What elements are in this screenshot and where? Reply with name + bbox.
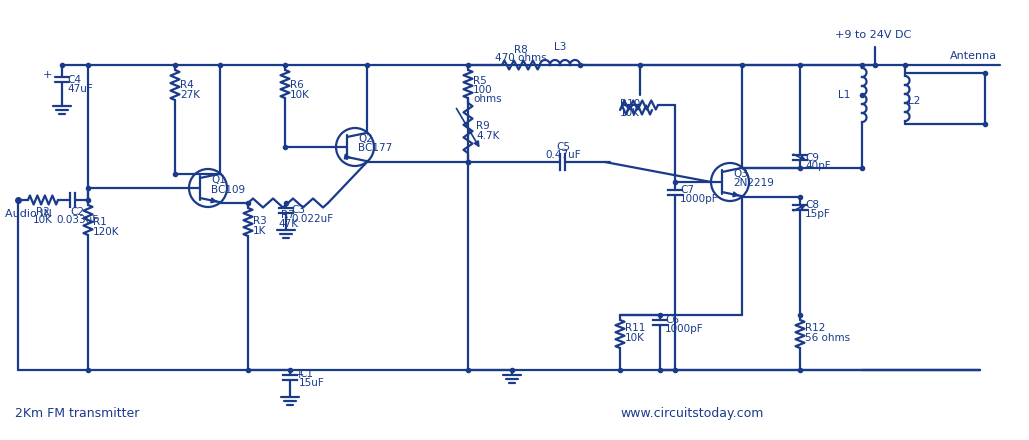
Text: BC177: BC177 [358,143,392,153]
Text: C6: C6 [665,315,679,325]
Text: R10: R10 [619,99,640,109]
Text: C7: C7 [680,185,694,195]
Text: 0.47uF: 0.47uF [545,150,580,160]
Text: Antenna: Antenna [950,51,996,61]
Text: BC109: BC109 [211,185,245,195]
Text: 0.022uF: 0.022uF [291,214,333,224]
Text: 1K: 1K [253,226,267,236]
Text: 47K: 47K [278,219,298,229]
Text: R9: R9 [476,121,490,131]
Text: 10K: 10K [33,215,52,225]
Text: 0.033uF: 0.033uF [56,215,98,225]
Text: R1: R1 [93,217,107,227]
Text: +: + [42,70,52,80]
Text: Audio IN: Audio IN [5,209,51,219]
Text: 27K: 27K [180,90,200,100]
Text: 40pF: 40pF [805,161,830,171]
Text: 2N2219: 2N2219 [733,178,774,188]
Text: Q3: Q3 [733,169,748,179]
Text: L2: L2 [908,96,920,106]
Text: 120K: 120K [93,227,119,237]
Text: C8: C8 [805,200,819,210]
Text: R4: R4 [180,80,193,90]
Text: C2: C2 [70,207,84,217]
Text: 47uF: 47uF [67,84,93,94]
Text: 470 ohms: 470 ohms [495,53,546,63]
Text: 15uF: 15uF [299,378,325,388]
Text: R6: R6 [290,80,304,90]
Text: R12: R12 [805,323,825,333]
Text: R5: R5 [473,76,487,86]
Text: C3: C3 [291,205,305,215]
Text: 10K: 10K [620,108,640,118]
Text: 2Km FM transmitter: 2Km FM transmitter [15,407,139,420]
Text: 56 ohms: 56 ohms [805,333,850,343]
Text: C5: C5 [556,142,570,152]
Text: 10K: 10K [625,333,645,343]
Text: R8: R8 [514,45,528,55]
Text: 100: 100 [473,85,493,95]
Text: R7: R7 [281,210,295,220]
Text: L1: L1 [838,90,850,100]
Text: 1000pF: 1000pF [680,194,718,204]
Text: Q2: Q2 [358,134,372,144]
Text: +9 to 24V DC: +9 to 24V DC [835,30,911,40]
Text: R2: R2 [36,207,49,217]
Text: Q1: Q1 [211,175,226,185]
Text: 15pF: 15pF [805,209,830,219]
Text: C1: C1 [299,369,313,379]
Text: 4.7K: 4.7K [476,131,499,141]
Text: R11: R11 [625,323,645,333]
Text: R3: R3 [253,216,267,226]
Text: 1000pF: 1000pF [665,324,704,334]
Text: C4: C4 [67,75,81,85]
Text: www.circuitstoday.com: www.circuitstoday.com [620,407,764,420]
Text: +: + [295,370,305,380]
Text: L3: L3 [554,42,566,52]
Text: 10K: 10K [290,90,310,100]
Text: C9: C9 [805,153,819,163]
Text: ohms: ohms [473,94,501,104]
